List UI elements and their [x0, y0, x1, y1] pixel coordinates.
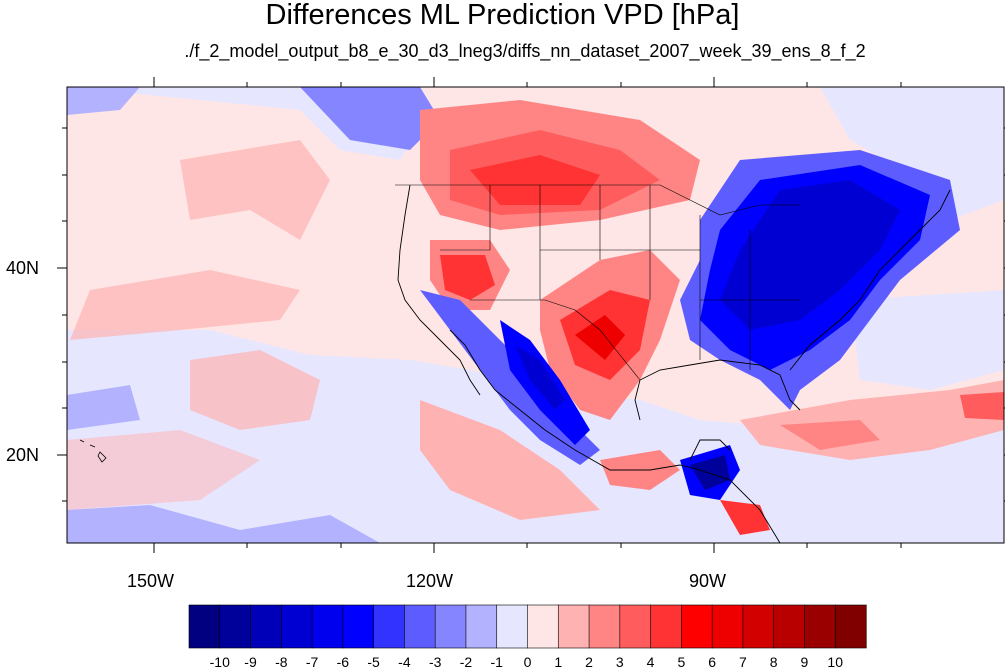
colorbar: [188, 604, 867, 649]
colorbar-swatch: [834, 604, 867, 649]
colorbar-label: -4: [398, 654, 411, 670]
colorbar-swatch: [557, 604, 590, 649]
colorbar-swatch: [619, 604, 652, 649]
colorbar-swatch: [434, 604, 467, 649]
colorbar-label: 1: [554, 654, 563, 670]
political-borders: [395, 184, 800, 381]
colorbar-label: -2: [459, 654, 473, 670]
colorbar-swatch: [496, 604, 529, 649]
colorbar-swatch: [404, 604, 436, 649]
chart-subtitle: ./f_2_model_output_b8_e_30_d3_lneg3/diff…: [184, 41, 866, 61]
colorbar-swatch: [373, 604, 406, 649]
colorbar-label: -1: [490, 654, 503, 670]
colorbar-label: -7: [305, 654, 319, 670]
colorbar-swatch: [465, 604, 498, 649]
colorbar-label: 0: [523, 654, 532, 670]
coastlines: [397, 184, 951, 543]
colorbar-label: 2: [585, 654, 593, 670]
colorbar-swatch: [188, 604, 221, 649]
colorbar-label: 3: [615, 654, 624, 670]
colorbar-swatch: [711, 604, 744, 649]
colorbar-swatch: [773, 604, 806, 649]
colorbar-label: 6: [708, 654, 717, 670]
colorbar-swatch: [527, 604, 559, 649]
colorbar-swatch: [219, 604, 252, 649]
x-tick-label-120w: 120W: [406, 571, 454, 591]
colorbar-label: 8: [769, 654, 778, 670]
colorbar-label: 9: [800, 654, 809, 670]
colorbar-label: -10: [209, 654, 230, 670]
y-tick-label-20n: 20N: [6, 445, 40, 465]
colorbar-label: -9: [244, 654, 257, 670]
colorbar-swatch: [281, 604, 313, 649]
chart-title: Differences ML Prediction VPD [hPa]: [265, 0, 740, 31]
colorbar-label: -6: [336, 654, 350, 670]
y-tick-label-40n: 40N: [6, 258, 40, 278]
colorbar-swatch: [342, 604, 375, 649]
colorbar-label: -5: [367, 654, 380, 670]
x-tick-label-90w: 90W: [689, 571, 727, 591]
colorbar-label: 4: [646, 654, 655, 670]
colorbar-swatch: [804, 604, 836, 649]
colorbar-swatch: [311, 604, 344, 649]
colorbar-swatch: [250, 604, 282, 649]
colorbar-swatch: [742, 604, 775, 649]
colorbar-label: 5: [677, 654, 686, 670]
x-tick-label-150w: 150W: [127, 571, 175, 591]
colorbar-label: -8: [275, 654, 288, 670]
colorbar-swatch: [681, 604, 713, 649]
hawaii-islands: [79, 439, 107, 463]
map-field: [67, 87, 1004, 543]
colorbar-swatch: [588, 604, 621, 649]
colorbar-label: 7: [739, 654, 747, 670]
colorbar-label: -3: [428, 654, 442, 670]
colorbar-label: 10: [827, 654, 843, 670]
colorbar-swatch: [650, 604, 682, 649]
